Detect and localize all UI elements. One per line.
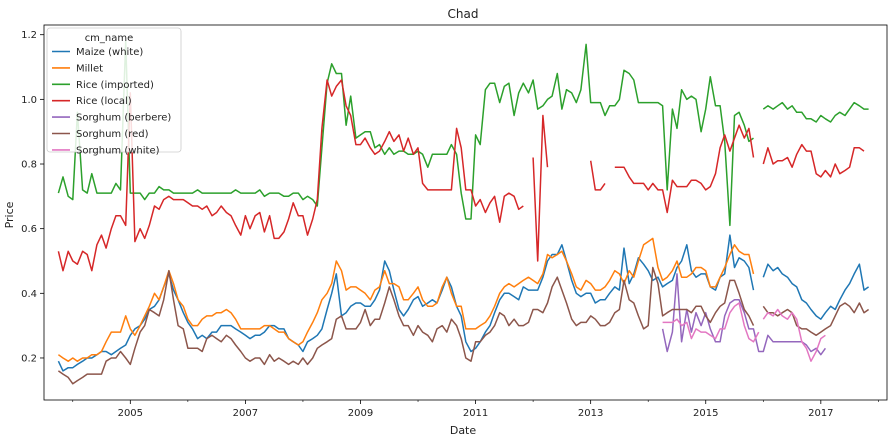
legend-box — [46, 27, 182, 153]
plot-area: 2005 2007 2009 2011 2013 2015 2017 0.2 0.4 0.6 0.8… — [21, 24, 888, 419]
y-tick-label: 1.0 — [21, 95, 37, 106]
x-tick-label: 2017 — [808, 408, 833, 419]
series-line-maize-white — [57, 234, 870, 372]
legend-label-rice-local: Rice (local) — [76, 96, 132, 107]
legend-label-maize-white: Maize (white) — [76, 47, 143, 58]
x-tick-label: 2011 — [463, 408, 488, 419]
x-tick-label: 2013 — [578, 408, 603, 419]
x-tick-label: 2009 — [348, 408, 373, 419]
x-tick-label: 2005 — [118, 408, 143, 419]
legend-label-sorghum-white: Sorghum (white) — [76, 145, 160, 156]
y-tick-label: 0.4 — [21, 289, 37, 300]
legend-label-millet: Millet — [76, 63, 103, 74]
series-line-rice-imported — [57, 40, 869, 227]
legend-title: cm_name — [85, 33, 134, 44]
legend-label-sorghum-red: Sorghum (red) — [76, 129, 149, 140]
series-line-millet — [57, 237, 755, 362]
plot-frame — [43, 24, 888, 401]
x-axis-label: Date — [450, 424, 477, 437]
x-tick-label: 2007 — [233, 408, 258, 419]
y-axis-label: Price — [3, 201, 16, 228]
y-tick-label: 0.2 — [21, 353, 37, 364]
x-tick-label: 2015 — [693, 408, 718, 419]
series-line-rice-local — [57, 79, 865, 272]
y-tick-label: 0.6 — [21, 224, 37, 235]
legend-label-sorghum-berbere: Sorghum (berbere) — [76, 113, 171, 124]
series-line-sorghum-white — [662, 302, 826, 362]
y-tick-label: 1.2 — [21, 30, 37, 41]
chart-title: Chad — [448, 7, 479, 21]
series-line-sorghum-berbere — [661, 273, 827, 356]
y-tick-label: 0.8 — [21, 160, 37, 171]
legend-label-rice-imported: Rice (imported) — [76, 80, 154, 91]
